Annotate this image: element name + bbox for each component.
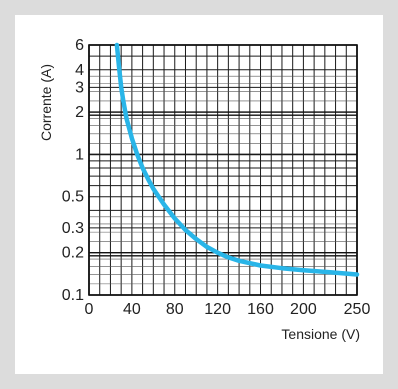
y-tick-label: 4	[75, 62, 84, 79]
x-tick-label: 80	[166, 301, 184, 318]
y-ticks: 0.1 0.2 0.3 0.5 1 2 34 6	[62, 37, 84, 304]
curve-layer	[114, 42, 360, 277]
y-tick-label: 1	[75, 146, 84, 163]
x-ticks: 0 40 80 120 160 200 250	[85, 301, 371, 318]
y-tick-label: 0.5	[62, 189, 84, 206]
x-axis-label: Tensione (V)	[281, 326, 360, 342]
y-tick-label: 6	[75, 37, 84, 54]
x-tick-label: 200	[290, 301, 317, 318]
series-line-1	[114, 42, 360, 277]
plot-frame	[88, 44, 358, 296]
x-tick-label: 0	[85, 301, 94, 318]
y-axis-label: Corrente (A)	[38, 64, 54, 141]
grid	[88, 44, 358, 296]
y-tick-label: 3	[75, 79, 84, 96]
x-tick-label: 40	[123, 301, 141, 318]
y-tick-label: 0.2	[62, 245, 84, 262]
y-tick-label: 0.1	[62, 287, 84, 304]
y-tick-label: 0.3	[62, 220, 84, 237]
y-tick-label: 2	[75, 104, 84, 121]
x-tick-label: 250	[344, 301, 371, 318]
x-tick-label: 160	[247, 301, 274, 318]
x-tick-label: 120	[204, 301, 231, 318]
chart-panel	[15, 15, 383, 374]
